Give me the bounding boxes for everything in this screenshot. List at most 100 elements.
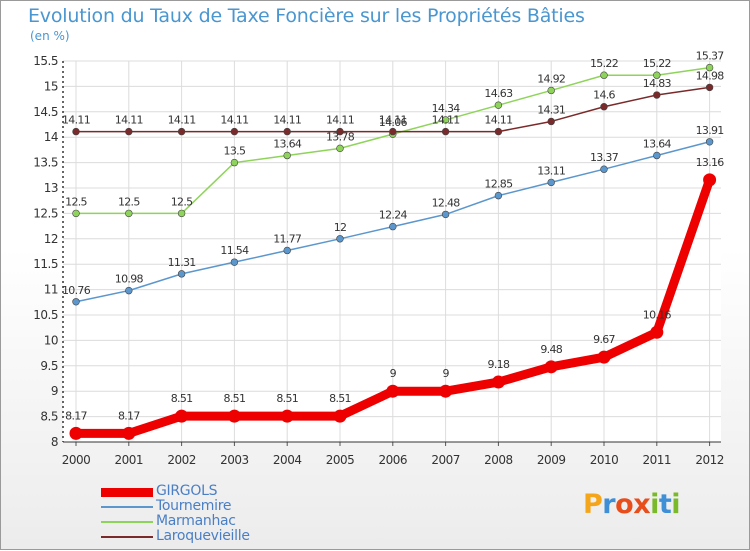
data-label: 12 (334, 221, 347, 234)
legend-label: Tournemire (156, 498, 232, 514)
y-tick-label: 9 (51, 384, 58, 398)
data-point-tournemire (230, 258, 239, 266)
data-point-laroquevieille (441, 127, 450, 136)
y-tick-label: 15.5 (33, 54, 58, 68)
data-label: 8.51 (329, 392, 351, 405)
data-label: 14.11 (432, 114, 460, 127)
x-tick-label: 2002 (167, 453, 196, 467)
x-tick-label: 2005 (326, 453, 355, 467)
data-point-girgols (386, 384, 400, 398)
data-point-tournemire (177, 270, 186, 278)
data-label: 14.98 (696, 69, 725, 82)
data-label: 8.51 (224, 392, 246, 405)
x-tick-label: 2006 (379, 453, 408, 467)
data-point-marmanhac (653, 71, 661, 79)
data-label: 10.16 (643, 308, 672, 321)
data-label: 14.11 (326, 114, 354, 127)
data-label: 9 (390, 367, 397, 380)
data-label: 9.67 (593, 333, 615, 346)
y-tick-label: 8 (51, 435, 58, 449)
x-tick-label: 2001 (115, 453, 144, 467)
y-tick-label: 8.5 (40, 410, 58, 424)
data-point-laroquevieille (125, 127, 133, 136)
data-label: 8.51 (171, 392, 193, 405)
x-tick-label: 2009 (537, 453, 566, 467)
data-point-girgols (491, 375, 505, 389)
data-point-tournemire (600, 165, 608, 173)
x-tick-label: 2008 (484, 453, 513, 467)
data-point-marmanhac (705, 63, 714, 72)
legend-swatch (101, 536, 153, 538)
data-point-marmanhac (283, 151, 291, 160)
data-point-tournemire (389, 222, 397, 231)
legend-item-laroquevieille: Laroquevieille (101, 528, 321, 544)
data-point-tournemire (283, 246, 291, 255)
data-label: 10.98 (115, 273, 144, 286)
data-point-girgols (333, 409, 347, 423)
data-label: 13.64 (643, 137, 672, 150)
y-tick-label: 9.5 (40, 359, 58, 373)
data-label: 14.92 (537, 72, 565, 85)
plot-area (63, 61, 721, 442)
data-label: 12.5 (65, 195, 87, 208)
data-point-tournemire (72, 298, 80, 306)
legend-label: Marmanhac (156, 513, 236, 529)
data-label: 9.18 (488, 358, 510, 371)
data-label: 14.83 (643, 77, 672, 90)
data-label: 14.11 (168, 114, 196, 127)
data-point-laroquevieille (705, 83, 714, 92)
data-label: 13.5 (224, 145, 246, 158)
data-point-laroquevieille (283, 127, 291, 136)
data-label: 12.85 (484, 178, 513, 191)
data-point-tournemire (125, 286, 133, 295)
data-point-marmanhac (441, 116, 450, 124)
data-point-tournemire (653, 151, 661, 160)
data-label: 13.64 (273, 137, 302, 150)
data-point-laroquevieille (600, 103, 608, 111)
data-label: 12.5 (118, 195, 140, 208)
data-label: 13.11 (537, 164, 565, 177)
data-point-laroquevieille (177, 127, 186, 136)
y-tick-label: 14.5 (33, 105, 58, 119)
data-label: 8.51 (276, 392, 298, 405)
data-point-tournemire (547, 178, 555, 187)
data-point-marmanhac (336, 144, 344, 153)
legend-item-marmanhac: Marmanhac (101, 513, 321, 529)
data-point-marmanhac (230, 158, 239, 167)
data-label: 14.11 (379, 114, 407, 127)
unit-label: (en %) (30, 29, 70, 43)
data-label: 15.22 (590, 57, 618, 70)
data-label: 8.17 (65, 409, 87, 422)
x-tick-label: 2003 (220, 453, 249, 467)
data-label: 15.22 (643, 57, 671, 70)
data-point-girgols (597, 350, 611, 364)
legend-item-girgols: GIRGOLS (101, 483, 321, 499)
data-label: 10.76 (62, 284, 91, 297)
data-label: 9 (442, 367, 449, 380)
data-label: 12.48 (432, 196, 461, 209)
data-point-girgols (227, 409, 241, 423)
logo-letter: P (583, 489, 603, 520)
data-point-laroquevieille (389, 127, 397, 136)
data-point-marmanhac (125, 209, 133, 218)
legend-label: Laroquevieille (156, 528, 250, 544)
data-label: 15.37 (696, 50, 725, 63)
data-label: 14.34 (432, 102, 461, 115)
data-point-laroquevieille (653, 91, 661, 99)
y-tick-label: 12 (44, 232, 58, 246)
data-label: 13.78 (326, 130, 355, 143)
logo-letter: t (658, 489, 672, 520)
data-point-marmanhac (72, 209, 80, 218)
data-label: 12.24 (379, 209, 408, 222)
data-point-tournemire (494, 191, 503, 200)
data-point-tournemire (441, 210, 450, 219)
data-point-girgols (650, 325, 664, 339)
data-point-marmanhac (600, 71, 608, 79)
data-label: 11.77 (273, 232, 302, 245)
y-tick-label: 11.5 (33, 257, 58, 271)
data-label: 14.06 (379, 116, 408, 129)
logo-letter: o (615, 489, 634, 520)
data-point-laroquevieille (547, 117, 555, 126)
chart-title: Evolution du Taux de Taxe Foncière sur l… (28, 5, 585, 27)
